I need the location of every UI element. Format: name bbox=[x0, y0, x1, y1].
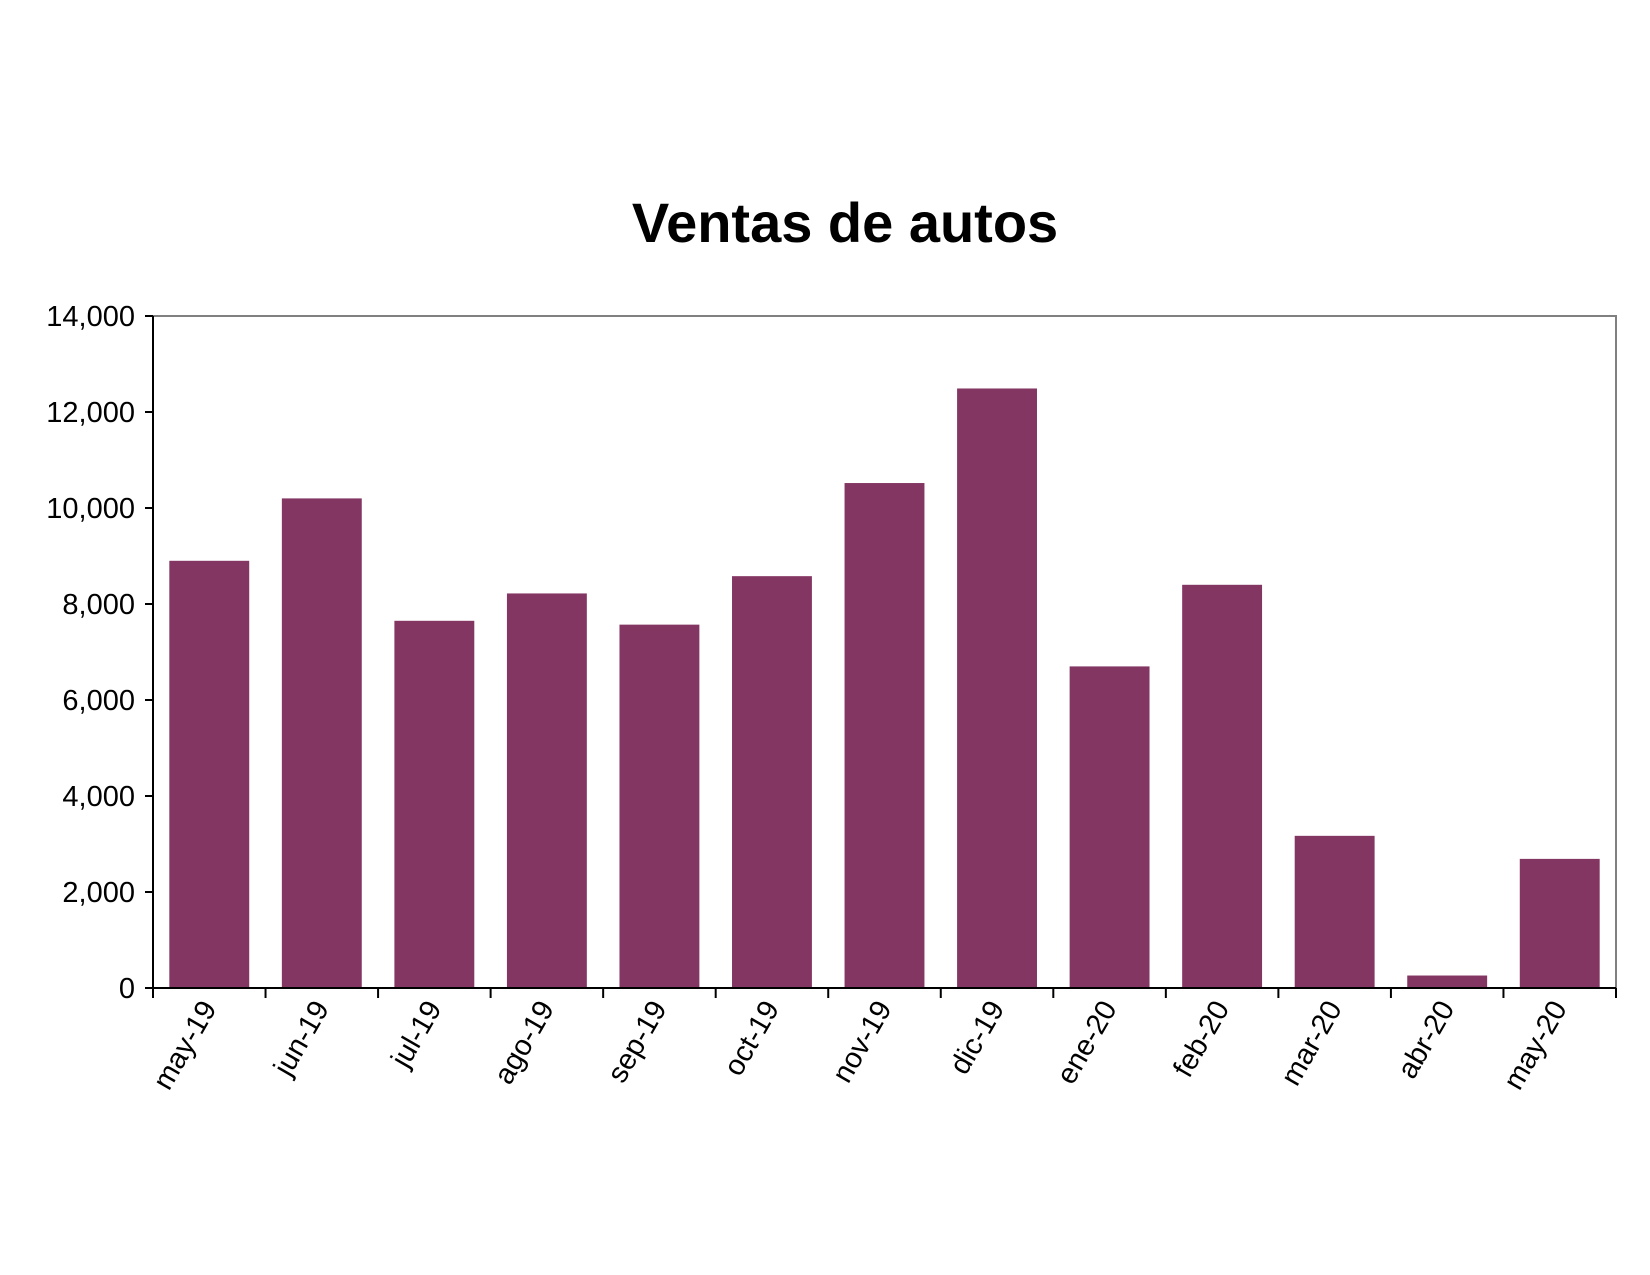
x-tick-label: nov-19 bbox=[827, 996, 899, 1089]
y-tick-label: 2,000 bbox=[62, 877, 135, 909]
x-tick-label: feb-20 bbox=[1167, 996, 1236, 1083]
chart-title: Ventas de autos bbox=[631, 191, 1059, 254]
bar-ago-19 bbox=[506, 593, 587, 988]
y-tick-label: 6,000 bbox=[62, 685, 135, 717]
x-tick-label: ene-20 bbox=[1051, 996, 1124, 1090]
bar-may-20 bbox=[1519, 858, 1600, 988]
bar-ene-20 bbox=[1069, 666, 1150, 988]
x-tick-label: mar-20 bbox=[1275, 996, 1349, 1092]
bar-oct-19 bbox=[732, 576, 812, 988]
x-tick-label: abr-20 bbox=[1392, 996, 1462, 1085]
y-tick-label: 4,000 bbox=[62, 781, 135, 813]
bar-jun-19 bbox=[281, 498, 362, 988]
x-tick-label: sep-19 bbox=[601, 996, 673, 1089]
bar-feb-20 bbox=[1182, 584, 1263, 988]
y-tick-label: 0 bbox=[119, 973, 135, 1005]
x-tick-label: jun-19 bbox=[267, 996, 336, 1083]
y-tick-label: 8,000 bbox=[62, 589, 135, 621]
x-tick-labels: may-19 jun-19 jul-19 ago-19 sep-19 oct-19 nov-… bbox=[147, 996, 1574, 1096]
bar-nov-19 bbox=[844, 483, 925, 988]
axes bbox=[145, 315, 1617, 998]
y-tick-label: 12,000 bbox=[46, 397, 135, 429]
x-tick-label: dic-19 bbox=[944, 996, 1011, 1080]
y-tick-label: 10,000 bbox=[46, 493, 135, 525]
bar-sep-19 bbox=[619, 624, 700, 988]
y-tick-label: 14,000 bbox=[46, 301, 135, 333]
x-tick-label: may-19 bbox=[147, 996, 223, 1096]
bar-dic-19 bbox=[957, 388, 1037, 989]
bar-jul-19 bbox=[394, 620, 475, 988]
x-tick-label: may-20 bbox=[1498, 996, 1574, 1096]
bar-abr-20 bbox=[1407, 975, 1488, 988]
y-tick-labels: 0 2,000 4,000 6,000 8,000 10,000 12,000 14,000 bbox=[46, 301, 135, 1005]
x-tick-label: jul-19 bbox=[385, 996, 449, 1074]
bar-mar-20 bbox=[1294, 835, 1375, 988]
x-tick-label: ago-19 bbox=[488, 996, 561, 1090]
bar-may-19 bbox=[169, 560, 250, 988]
bars-layer bbox=[169, 388, 1600, 989]
x-tick-label: oct-19 bbox=[718, 996, 786, 1082]
